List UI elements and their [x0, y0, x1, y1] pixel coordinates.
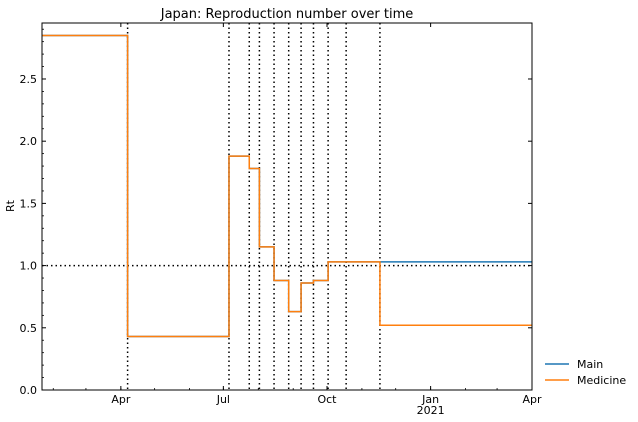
y-axis-label: Rt: [4, 199, 17, 212]
plot-frame: [41, 22, 533, 391]
x-tick-label: Jan: [421, 393, 439, 406]
y-tick-label: 2.0: [20, 135, 38, 148]
x-tick-label: Apr: [522, 393, 542, 406]
series-line-main: [42, 34, 532, 338]
chart-title: Japan: Reproduction number over time: [160, 7, 414, 22]
y-tick-label: 2.5: [20, 73, 38, 86]
plot-area: [42, 23, 532, 390]
y-tick-label: 1.0: [20, 260, 38, 273]
x-tick-sublabel: 2021: [417, 404, 445, 417]
series-line-medicine: [42, 34, 532, 338]
legend-label-main: Main: [577, 358, 603, 371]
legend: Main Medicine: [545, 358, 626, 387]
legend-label-medicine: Medicine: [577, 374, 626, 387]
x-tick-label: Jul: [216, 393, 230, 406]
x-tick-label: Oct: [317, 393, 337, 406]
y-tick-label: 0.0: [20, 384, 38, 397]
x-tick-label: Apr: [111, 393, 131, 406]
y-tick-label: 0.5: [20, 322, 38, 335]
y-tick-label: 1.5: [20, 197, 38, 210]
